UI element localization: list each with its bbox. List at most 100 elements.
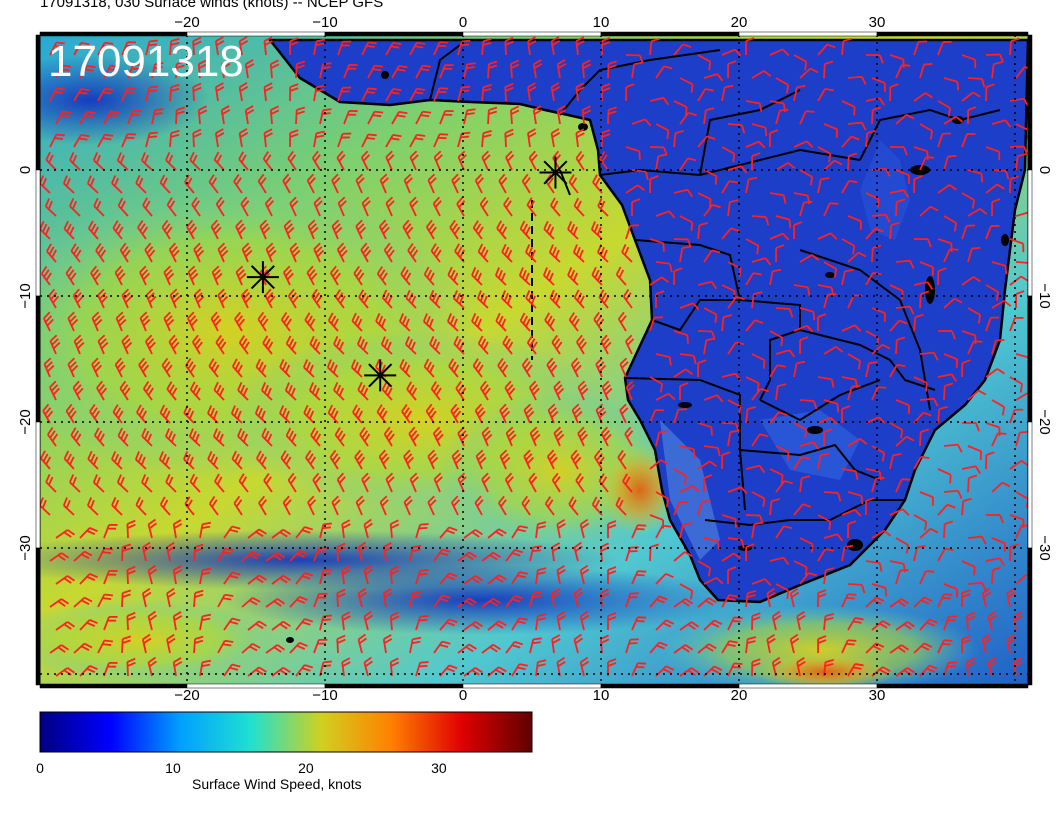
storm-marker	[246, 261, 279, 294]
wind-barb	[919, 618, 938, 631]
wind-barb	[793, 560, 808, 576]
wind-barb	[86, 175, 99, 194]
wind-barb	[518, 267, 531, 286]
wind-barb	[363, 564, 373, 585]
wind-barb	[433, 133, 449, 148]
wind-barb	[697, 597, 717, 608]
wind-barb	[223, 663, 241, 677]
wind-barb	[73, 87, 90, 102]
wind-barb	[673, 267, 683, 286]
wind-barb	[63, 220, 75, 240]
wind-barb	[49, 644, 70, 654]
wind-barb	[721, 552, 742, 562]
wind-barb	[126, 519, 136, 539]
wind-barb	[649, 38, 660, 56]
wind-barb	[889, 189, 910, 198]
wind-barb	[919, 205, 939, 217]
wind-barb	[310, 427, 322, 447]
wind-barb	[649, 641, 668, 654]
lat-tick-label: −20	[17, 409, 34, 434]
wind-barb	[895, 478, 911, 493]
wind-barb	[579, 564, 590, 585]
wind-barb	[961, 422, 980, 432]
wind-barb	[186, 219, 198, 240]
wind-barb	[679, 157, 697, 171]
wind-barb	[751, 123, 768, 137]
wind-barb	[625, 638, 639, 654]
storm-marker	[539, 156, 572, 189]
wind-barb	[697, 280, 718, 290]
wind-barb	[567, 267, 579, 286]
wind-barb	[521, 357, 533, 378]
wind-barb	[543, 220, 555, 240]
wind-barb	[991, 566, 1002, 585]
wind-barb	[625, 592, 639, 608]
wind-barb	[289, 242, 301, 263]
wind-barb	[607, 566, 617, 585]
wind-barb	[329, 449, 341, 470]
wind-barb	[679, 111, 697, 125]
wind-barb	[389, 519, 400, 539]
wind-barb	[535, 567, 547, 585]
wind-barb	[649, 175, 659, 194]
wind-barb	[145, 39, 159, 56]
wind-barb	[382, 634, 393, 654]
wind-barb	[769, 48, 790, 57]
wind-barb	[991, 300, 1012, 309]
wind-barb	[823, 491, 842, 502]
wind-barb	[1009, 408, 1024, 424]
wind-barb	[282, 495, 292, 516]
wind-barb	[721, 227, 740, 240]
wind-barb	[336, 150, 346, 171]
wind-barb	[943, 443, 963, 453]
wind-barb	[363, 518, 373, 539]
wind-barb	[73, 41, 90, 56]
wind-barb	[991, 198, 1001, 217]
wind-barb	[895, 113, 915, 125]
wind-barb	[769, 192, 787, 204]
wind-barb	[823, 399, 840, 413]
wind-barb	[497, 357, 509, 378]
wind-barb	[895, 305, 915, 315]
wind-barb	[40, 220, 51, 240]
colorbar-tick-label: 10	[165, 760, 181, 776]
wind-barb	[79, 573, 98, 585]
wind-barb	[631, 524, 647, 539]
wind-barb	[745, 590, 757, 608]
wind-barb	[601, 37, 611, 56]
wind-barb	[615, 496, 627, 516]
wind-barb	[895, 259, 915, 269]
wind-barb	[937, 132, 952, 148]
wind-barb	[126, 611, 136, 631]
wind-barb	[655, 524, 672, 539]
wind-barb	[799, 200, 813, 217]
wind-barb	[625, 334, 635, 355]
wind-barb	[697, 222, 708, 240]
wind-barb	[600, 334, 612, 355]
wind-barb	[823, 533, 844, 542]
wind-barb	[817, 177, 830, 194]
wind-barb	[943, 583, 958, 598]
wind-barb	[141, 587, 152, 608]
wind-barb	[913, 596, 933, 608]
wind-barb	[306, 173, 316, 194]
wind-barb	[1015, 430, 1028, 447]
wind-barb	[847, 251, 867, 263]
wind-barb	[991, 432, 1007, 447]
wind-barb	[350, 359, 363, 378]
wind-barb	[306, 265, 318, 286]
wind-barb	[112, 404, 124, 424]
wind-barb	[751, 291, 763, 309]
wind-barb	[789, 633, 800, 654]
wind-barb	[487, 528, 507, 539]
wind-barb	[409, 544, 422, 562]
wind-barb	[241, 597, 261, 608]
wind-barb	[172, 565, 183, 585]
wind-barb	[943, 615, 957, 631]
lon-tick-label: 0	[459, 14, 467, 31]
wind-barb	[937, 547, 954, 562]
wind-barb	[427, 173, 437, 194]
wind-barb	[238, 473, 249, 493]
wind-barb	[116, 474, 129, 493]
wind-barb	[841, 269, 854, 286]
